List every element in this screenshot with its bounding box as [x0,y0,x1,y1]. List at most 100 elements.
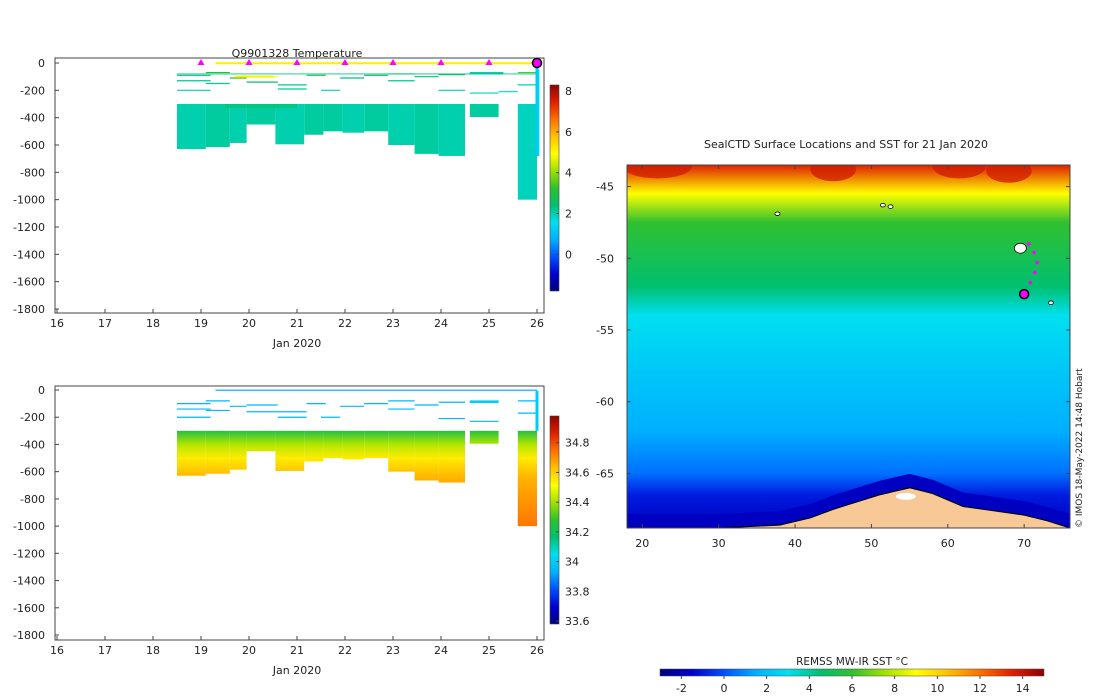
sst-warm-patch [810,165,857,182]
temperature-profile-block [469,104,499,117]
salinity-profile-block [304,430,324,462]
temperature-profile-block [323,104,343,132]
sst-colorbar-label: REMSS MW-IR SST °C [796,656,908,668]
temperature-xtick-label: 23 [386,317,400,330]
salinity-xtick-label: 22 [338,644,352,657]
salinity-profile-block [275,430,305,471]
temperature-xtick-label: 16 [50,317,64,330]
salinity-profile-block [323,430,343,459]
island [887,204,894,209]
temperature-profile-block [517,104,537,200]
temperature-ytick-label: -800 [20,166,45,179]
salinity-xlabel: Jan 2020 [272,664,321,677]
salinity-profile-block [246,430,276,452]
salinity-profile-block [469,430,499,444]
temperature-profile-block [177,104,206,150]
sst-colorbar-ticks: -2 0 2 4 6 8 10 12 14 [676,676,1030,695]
sst-colorbar-tick-label: 14 [1016,682,1030,695]
salinity-xtick-label: 18 [146,644,160,657]
salinity-profile-block [438,430,465,483]
sst-warm-patch [627,165,692,179]
temperature-colorbar-tick-label: 0 [565,248,572,261]
salinity-profile-block [364,430,389,459]
temperature-profile-block [304,104,324,135]
salinity-colorbar-tick-label: 33.6 [565,615,590,628]
sst-colorbar-tick-label: 4 [806,682,813,695]
salinity-profile-block [517,430,537,527]
temperature-profile-block [438,104,465,156]
salinity-profile-block [205,430,230,474]
sst-map-ytick-label: -65 [596,467,614,480]
salinity-xtick-label: 16 [50,644,64,657]
sst-map-ytick-label: -50 [596,252,614,265]
salinity-data [177,389,539,527]
temperature-colorbar-tick-label: 4 [565,167,572,180]
temperature-xtick-label: 17 [98,317,112,330]
temperature-axes-frame [54,57,545,314]
salinity-ytick-label: -1000 [13,520,45,533]
temperature-xtick-label: 22 [338,317,352,330]
salinity-ytick-label: -800 [20,493,45,506]
temperature-profile-block [246,104,276,125]
temperature-ytick-label: -400 [20,112,45,125]
sst-field [627,165,1070,528]
salinity-colorbar [549,415,560,625]
sst-colorbar-tick-label: -2 [676,682,687,695]
temperature-day-marker [437,59,445,65]
salinity-xtick-label: 21 [290,644,304,657]
sst-map-axes: 20 30 40 50 60 70 -45 -50 -55 -60 -65 [596,165,1070,550]
salinity-colorbar-tick-label: 34.6 [565,466,590,479]
sst-map-xtick-label: 50 [864,537,878,550]
sst-map-xtick-label: 40 [788,537,802,550]
seal-track-point [1028,280,1033,285]
sst-colorbar-tick-label: 12 [973,682,987,695]
temperature-day-marker [245,59,253,65]
sst-map-ytick-label: -45 [596,181,614,194]
temperature-current-marker [531,57,543,69]
imos-credit: © IMOS 18-May-2022 14:48 Hobart [1075,368,1085,528]
temperature-profile-block [275,104,305,145]
temperature-day-marker [485,59,493,65]
salinity-profile-block [177,430,206,476]
temperature-profile-block [388,104,415,145]
salinity-colorbar-tick-label: 34 [565,556,579,569]
temperature-title: Q9901328 Temperature [232,47,363,60]
temperature-day-marker [341,59,349,65]
sst-map-xtick-label: 30 [712,537,726,550]
salinity-xtick-label: 25 [482,644,496,657]
seal-track-point [1033,270,1037,275]
temperature-profile-block [205,104,230,148]
temperature-ytick-label: -1800 [13,303,45,316]
temperature-colorbar-tick-label: 8 [565,85,572,98]
salinity-ytick-label: -1200 [13,547,45,560]
temperature-xtick-label: 25 [482,317,496,330]
temperature-ytick-label: -600 [20,139,45,152]
temperature-axes: 16 17 18 19 20 21 22 23 24 25 26 0 -200 -400 -600 -800 -… [13,57,544,330]
salinity-profile-block [229,430,247,470]
seal-track-point [1032,250,1036,255]
temperature-colorbar-ticks: 0 2 4 6 8 [556,85,572,261]
seal-track-point [1035,260,1039,265]
salinity-xtick-label: 26 [530,644,544,657]
temperature-profile-block [229,104,247,143]
salinity-profile-block [342,430,365,460]
sst-colorbar [659,668,1045,677]
temperature-xtick-label: 26 [530,317,544,330]
salinity-colorbar-tick-label: 34.2 [565,526,590,539]
sst-map-ytick-label: -60 [596,396,614,409]
salinity-colorbar-tick-label: 34.4 [565,496,590,509]
temperature-ytick-label: -1400 [13,248,45,261]
salinity-xtick-label: 19 [194,644,208,657]
island [774,211,781,216]
temperature-profile-block [414,104,439,154]
island [1013,242,1027,254]
sst-colorbar-tick-label: 10 [930,682,944,695]
salinity-colorbar-tick-label: 33.8 [565,585,590,598]
island [1048,300,1054,305]
salinity-chart: 16 17 18 19 20 21 22 23 24 25 26 0 -200 -400 -600 -800 -… [13,384,589,677]
sst-map: SealCTD Surface Locations and SST for 21… [596,138,1085,695]
temperature-colorbar-tick-label: 6 [565,126,572,139]
salinity-ytick-label: -600 [20,466,45,479]
temperature-profile-block [364,104,389,132]
temperature-xtick-label: 21 [290,317,304,330]
